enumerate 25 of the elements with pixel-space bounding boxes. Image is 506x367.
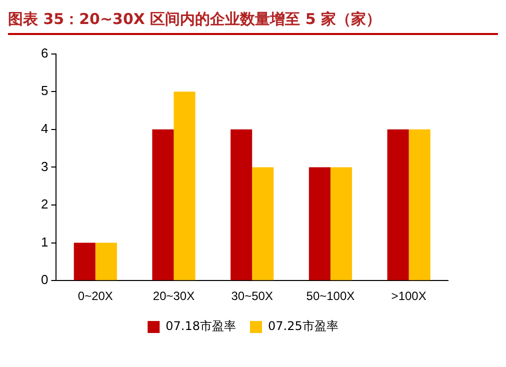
x-tick-label: 30~50X — [231, 289, 273, 304]
y-tick-label: 0 — [40, 272, 48, 288]
bar — [74, 242, 96, 280]
y-tick-label: 4 — [40, 120, 48, 136]
x-tick-label: 20~30X — [152, 289, 195, 304]
y-tick-label: 1 — [40, 234, 48, 250]
legend-label: 07.18市盈率 — [166, 319, 236, 334]
x-tick-label: 50~100X — [306, 289, 355, 304]
bar — [252, 167, 274, 280]
bar — [408, 129, 430, 280]
bar — [330, 167, 352, 280]
chart-title: 图表 35：20~30X 区间内的企业数量增至 5 家（家） — [8, 8, 498, 35]
x-tick-label: 0~20X — [78, 289, 113, 304]
bar — [152, 129, 174, 280]
y-tick-label: 5 — [40, 83, 48, 98]
y-tick-label: 2 — [40, 196, 48, 212]
y-tick-label: 6 — [40, 45, 48, 60]
bar — [387, 129, 409, 280]
bar — [230, 129, 252, 280]
bar — [174, 92, 196, 280]
bar — [308, 167, 330, 280]
legend-label: 07.25市盈率 — [268, 319, 338, 334]
x-tick-label: >100X — [391, 289, 426, 304]
bar — [95, 242, 117, 280]
y-tick-label: 3 — [40, 158, 48, 174]
